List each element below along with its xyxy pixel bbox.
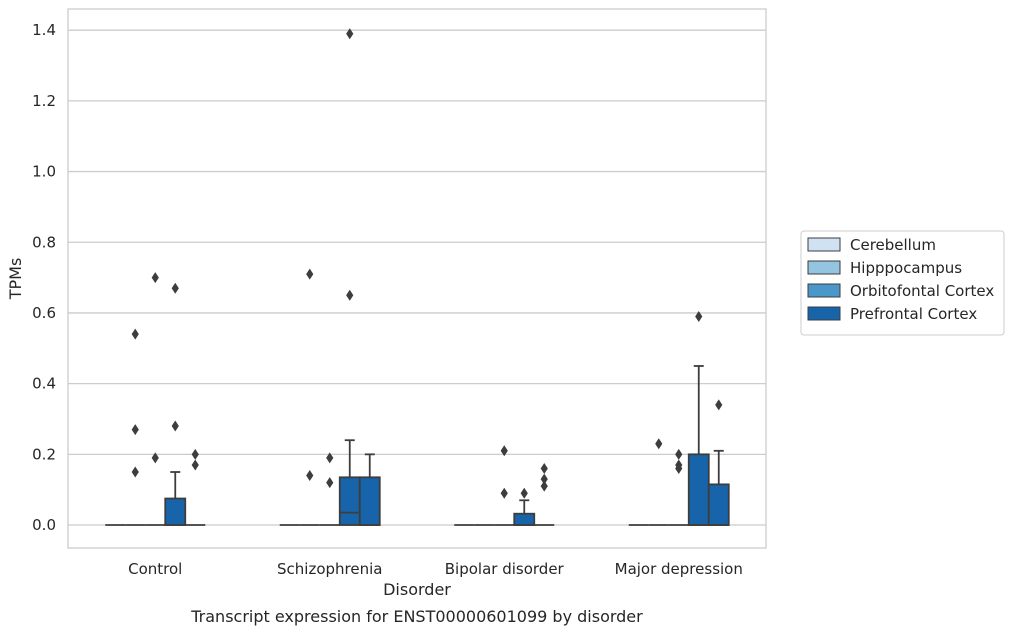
outlier-point <box>346 28 354 40</box>
outlier-point <box>540 462 548 474</box>
outlier-point <box>306 268 314 280</box>
x-tick-labels: Control Schizophrenia Bipolar disorder Majo… <box>128 560 743 578</box>
y-tick-label: 0.8 <box>32 233 56 251</box>
outlier-point <box>131 466 139 478</box>
y-tick-label: 1.4 <box>32 21 56 39</box>
outlier-point <box>131 424 139 436</box>
outlier-point <box>346 289 354 301</box>
chart-caption: Transcript expression for ENST0000060109… <box>190 607 643 626</box>
grid-lines <box>68 29 766 526</box>
legend-swatch <box>807 260 841 275</box>
outlier-point <box>500 487 508 499</box>
outlier-point <box>326 477 334 489</box>
outlier-point <box>520 487 528 499</box>
box <box>358 476 381 526</box>
box <box>687 453 710 526</box>
outlier-point <box>191 448 199 460</box>
legend-label: Cerebellum <box>850 236 936 254</box>
x-tick-label: Control <box>128 560 182 578</box>
outlier-point <box>131 328 139 340</box>
category-group <box>454 445 555 526</box>
outlier-point <box>695 310 703 322</box>
legend-swatch <box>807 237 841 252</box>
x-tick-label: Major depression <box>615 560 743 578</box>
outlier-point <box>151 452 159 464</box>
legend-label: Orbitofontal Cortex <box>850 282 994 300</box>
x-tick-label: Bipolar disorder <box>445 560 565 578</box>
outlier-point <box>715 399 723 411</box>
y-tick-label: 0.0 <box>32 516 56 534</box>
outlier-point <box>306 470 314 482</box>
category-group <box>105 272 206 526</box>
outlier-point <box>540 473 548 485</box>
legend[interactable]: Cerebellum Hipppocampus Orbitofontal Corte… <box>800 230 1005 336</box>
y-tick-label: 0.2 <box>32 445 56 463</box>
category-group <box>628 310 730 526</box>
legend-label: Prefrontal Cortex <box>850 305 977 323</box>
box <box>707 483 730 526</box>
outlier-point <box>151 272 159 284</box>
x-tick-label: Schizophrenia <box>277 560 382 578</box>
box-groups <box>105 28 730 526</box>
y-tick-label: 0.4 <box>32 375 56 393</box>
outlier-point <box>675 462 683 474</box>
outlier-point <box>191 459 199 471</box>
y-tick-label: 1.2 <box>32 92 56 110</box>
legend-swatch <box>807 283 841 298</box>
outlier-point <box>326 452 334 464</box>
y-tick-label: 0.6 <box>32 304 56 322</box>
y-axis-title: TPMs <box>6 258 25 301</box>
y-tick-labels: 0.0 0.2 0.4 0.6 0.8 1.0 1.2 1.4 <box>32 21 56 534</box>
plot-frame <box>67 8 767 549</box>
y-tick-label: 1.0 <box>32 163 56 181</box>
outlier-point <box>540 480 548 492</box>
outlier-point <box>655 438 663 450</box>
outlier-point <box>675 448 683 460</box>
legend-swatch <box>807 306 841 321</box>
legend-label: Hipppocampus <box>850 259 962 277</box>
outlier-point <box>171 420 179 432</box>
legend-frame <box>800 230 1005 336</box>
box <box>513 512 536 526</box>
outlier-point <box>171 282 179 294</box>
x-axis-title: Disorder <box>383 580 451 599</box>
box <box>338 476 361 526</box>
outlier-point <box>500 445 508 457</box>
category-group <box>279 28 381 526</box>
legend-items: Cerebellum Hipppocampus Orbitofontal Corte… <box>807 236 994 323</box>
box <box>164 497 187 526</box>
